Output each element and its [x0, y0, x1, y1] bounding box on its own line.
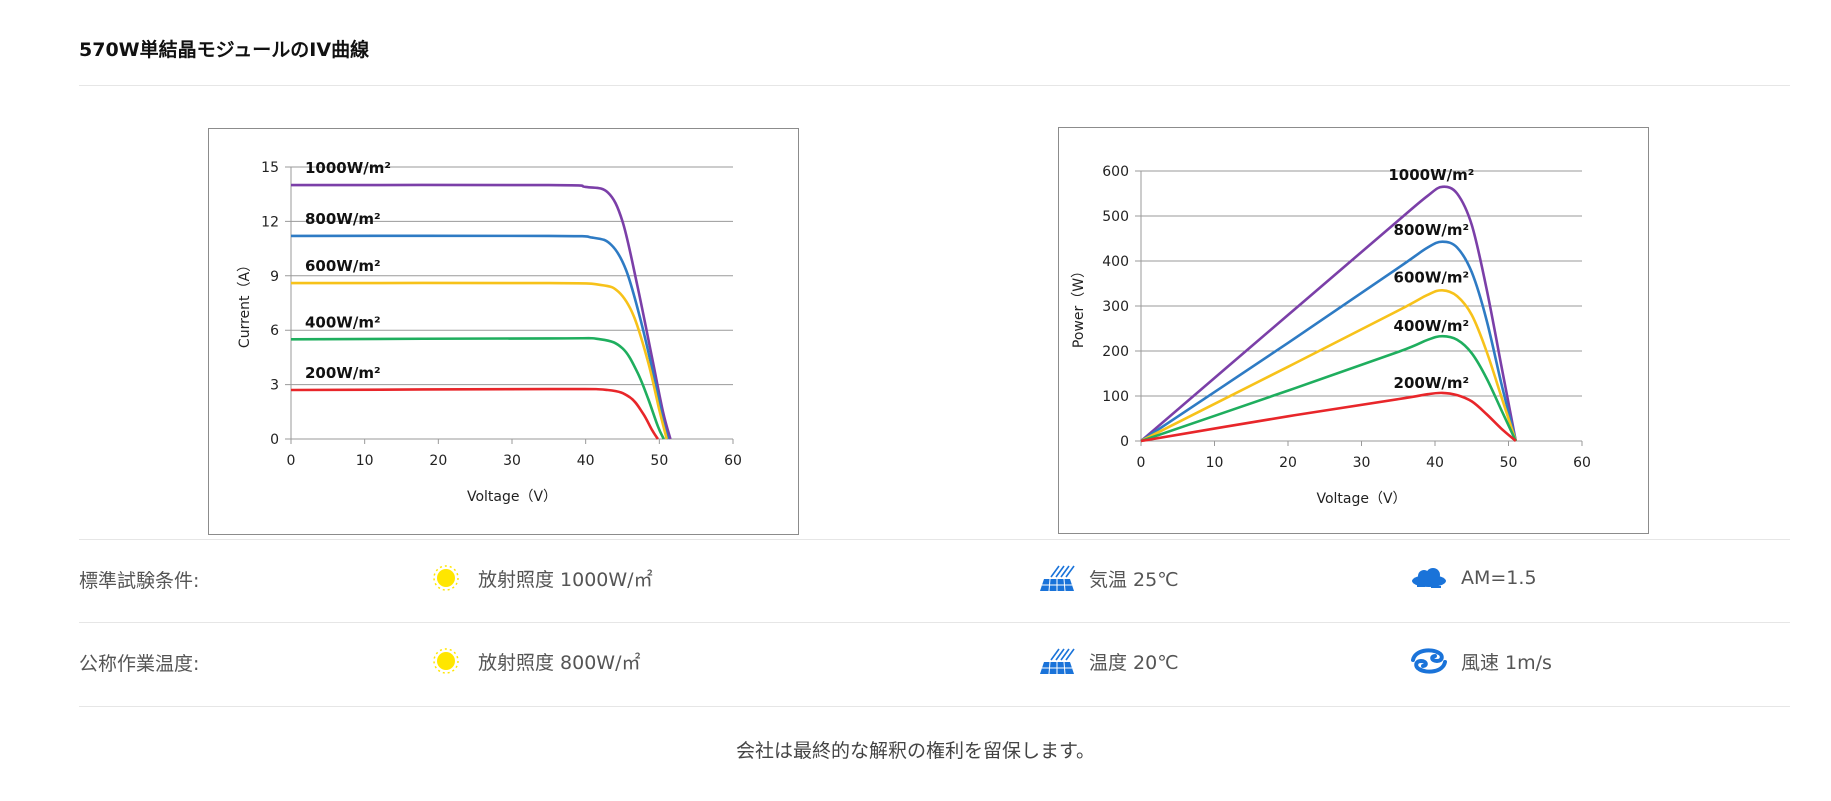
y-tick-label: 500: [1102, 209, 1129, 225]
x-tick-label: 0: [287, 453, 296, 469]
solar-panel-icon: [1037, 644, 1077, 678]
series-label: 800W/m²: [305, 210, 381, 228]
page-title: 570W単結晶モジュールのIV曲線: [79, 39, 370, 61]
series-line: [1140, 334, 1517, 443]
nominal-operating-conditions-row: 公称作業温度: 放射照度 800W/㎡ 温度 20℃ 風速 1m/s: [79, 622, 1790, 702]
condition-air-mass-text: AM=1.5: [1461, 567, 1537, 589]
header-divider: [79, 85, 1790, 86]
nominal-operating-conditions-label: 公称作業温度:: [79, 653, 200, 675]
series-label: 1000W/m²: [305, 159, 391, 177]
x-axis-title: Voltage（V）: [467, 489, 557, 505]
series-line: [1140, 288, 1518, 443]
series-line: [290, 281, 668, 440]
iv-chart-box: 0 3 6 9 12 15 0 10 20 30 40 50 60 Voltage（V） Current（A…: [208, 128, 799, 535]
series-line: [290, 234, 670, 440]
x-tick-label: 60: [724, 453, 742, 469]
series-label: 400W/m²: [305, 313, 381, 331]
solar-panel-icon: [1037, 561, 1077, 595]
wind-icon: [1409, 644, 1449, 678]
x-tick-label: 50: [650, 453, 668, 469]
sun-icon: [426, 644, 466, 678]
series-line: [290, 183, 672, 440]
y-tick-label: 300: [1102, 299, 1129, 315]
x-tick-label: 30: [1353, 455, 1371, 471]
iv-chart: 0 3 6 9 12 15 0 10 20 30 40 50 60 Voltage（V） Current（A…: [237, 159, 742, 505]
condition-temperature: 温度 20℃: [1037, 644, 1179, 678]
series-label: 400W/m²: [1394, 317, 1470, 335]
x-tick-label: 50: [1500, 455, 1518, 471]
y-axis-title: Current（A）: [237, 258, 253, 348]
y-tick-label: 15: [261, 160, 279, 176]
condition-temperature-text: 温度 20℃: [1089, 651, 1179, 674]
series-label: 200W/m²: [305, 364, 381, 382]
x-tick-label: 10: [356, 453, 374, 469]
conditions-bottom-divider: [79, 706, 1790, 707]
series-label: 800W/m²: [1394, 221, 1470, 239]
standard-test-conditions-row: 標準試験条件: 放射照度 1000W/㎡ 気温 25℃ AM=1.5: [79, 539, 1790, 619]
y-tick-label: 12: [261, 214, 279, 230]
y-tick-label: 200: [1102, 344, 1129, 360]
series-line: [290, 336, 665, 440]
cloud-icon: [1409, 561, 1449, 595]
series-line: [1140, 240, 1518, 443]
x-axis-title: Voltage（V）: [1316, 491, 1406, 507]
condition-irradiance: 放射照度 800W/㎡: [426, 644, 641, 678]
sun-icon: [426, 561, 466, 595]
x-tick-label: 60: [1573, 455, 1591, 471]
condition-air-mass: AM=1.5: [1409, 561, 1537, 595]
y-tick-label: 6: [270, 323, 279, 339]
standard-test-conditions-label: 標準試験条件:: [79, 570, 200, 592]
series-line: [290, 387, 659, 440]
x-tick-label: 30: [503, 453, 521, 469]
y-tick-label: 9: [270, 269, 279, 285]
condition-irradiance-text: 放射照度 800W/㎡: [478, 651, 641, 674]
series-label: 600W/m²: [305, 257, 381, 275]
condition-wind-speed: 風速 1m/s: [1409, 644, 1552, 678]
y-tick-label: 400: [1102, 254, 1129, 270]
y-tick-label: 100: [1102, 389, 1129, 405]
conditions-middle-divider: [79, 622, 1790, 623]
x-tick-label: 40: [1426, 455, 1444, 471]
condition-wind-speed-text: 風速 1m/s: [1461, 651, 1552, 674]
y-tick-label: 3: [270, 378, 279, 394]
condition-irradiance: 放射照度 1000W/㎡: [426, 561, 653, 595]
y-axis-title: Power（W）: [1071, 264, 1087, 348]
series-label: 1000W/m²: [1388, 166, 1474, 184]
series-line: [1140, 185, 1518, 442]
footer-note: 会社は最終的な解釈の権利を留保します。: [735, 740, 1096, 762]
x-tick-label: 0: [1137, 455, 1146, 471]
y-tick-label: 600: [1102, 164, 1129, 180]
pv-chart-box: 0 100 200 300 400 500 600 0 10 20 30 40 50 60 Voltage（…: [1058, 127, 1649, 534]
pv-chart: 0 100 200 300 400 500 600 0 10 20 30 40 50 60 Voltage（…: [1071, 164, 1591, 507]
series-line: [1140, 391, 1517, 443]
x-tick-label: 20: [429, 453, 447, 469]
x-tick-label: 40: [577, 453, 595, 469]
condition-temperature-text: 気温 25℃: [1089, 568, 1179, 591]
x-tick-label: 10: [1206, 455, 1224, 471]
y-tick-label: 0: [1120, 434, 1129, 450]
conditions-top-divider: [79, 539, 1790, 540]
y-tick-label: 0: [270, 432, 279, 448]
series-label: 600W/m²: [1394, 269, 1470, 287]
series-label: 200W/m²: [1394, 374, 1470, 392]
condition-irradiance-text: 放射照度 1000W/㎡: [478, 568, 653, 591]
condition-temperature: 気温 25℃: [1037, 561, 1179, 595]
x-tick-label: 20: [1279, 455, 1297, 471]
